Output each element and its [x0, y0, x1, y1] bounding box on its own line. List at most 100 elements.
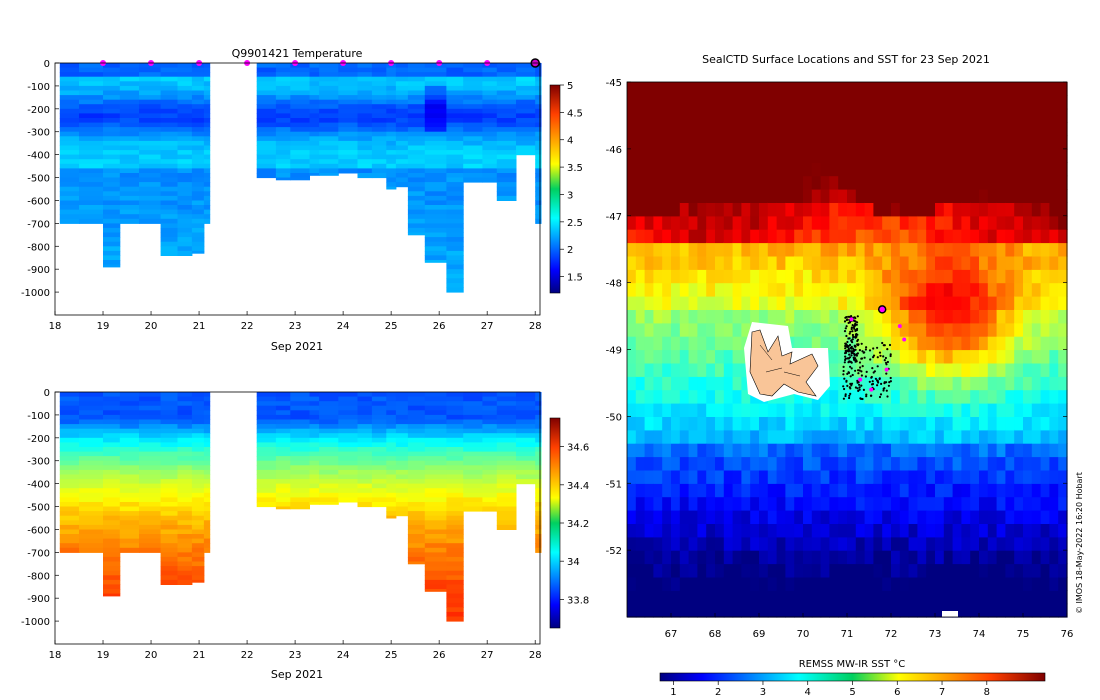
sst-cell [908, 242, 918, 257]
sst-cell [811, 336, 822, 351]
profile-cell [59, 67, 80, 73]
sst-cell [1040, 523, 1050, 538]
sst-cell [891, 376, 901, 391]
profile-cell [482, 145, 498, 151]
sst-cell [1005, 296, 1015, 310]
profile-cell [424, 173, 447, 179]
sst-cell [829, 443, 839, 458]
profile-cell [203, 424, 211, 430]
sst-cell [1058, 362, 1068, 377]
sst-cell [653, 403, 663, 417]
profile-cell [119, 173, 140, 179]
profile-cell [160, 232, 178, 238]
profile-cell [371, 474, 387, 480]
profile-cell [119, 488, 140, 494]
profile-cell [482, 460, 498, 466]
lon-tick-label: 71 [841, 629, 854, 640]
sst-cell [882, 536, 892, 551]
sst-cell [961, 242, 971, 257]
profile-cell [357, 108, 373, 114]
temperature-xlabel: Sep 2021 [271, 340, 323, 353]
profile-cell [177, 200, 193, 206]
sst-cell [935, 269, 945, 284]
sst-cell [785, 590, 795, 605]
track-point [848, 343, 852, 347]
profile-cell [371, 168, 387, 174]
sst-cell [820, 229, 830, 244]
sst-cell [627, 349, 637, 364]
sst-cell [1040, 82, 1050, 96]
profile-cell [275, 405, 291, 411]
profile-cell [59, 108, 80, 114]
sst-cell [864, 82, 874, 96]
profile-cell [160, 182, 178, 188]
sst-cell [908, 322, 918, 337]
sst-cell [1023, 336, 1033, 351]
sst-cell [943, 255, 954, 270]
sst-cell [776, 603, 786, 618]
sst-cell [970, 282, 980, 297]
profile-cell [407, 538, 426, 544]
sst-cell [1031, 282, 1042, 297]
profile-cell [496, 474, 517, 480]
profile-cell [160, 424, 178, 430]
sst-cell [811, 162, 822, 177]
profile-cell [309, 99, 320, 105]
sst-cell [996, 362, 1006, 377]
sst-cell [803, 296, 813, 310]
profile-cell [160, 154, 178, 160]
profile-cell [386, 182, 397, 188]
sst-cell [741, 510, 751, 524]
sst-cell [750, 403, 760, 417]
profile-cell [256, 173, 277, 179]
y-tick-label: -500 [27, 503, 50, 514]
profile-cell [139, 469, 162, 475]
sst-cell [697, 603, 707, 618]
profile-cell [103, 524, 121, 530]
profile-cell [338, 419, 358, 425]
profile-cell [160, 122, 178, 128]
profile-cell [463, 177, 483, 183]
sst-cell [723, 510, 734, 524]
sst-cell [706, 135, 716, 150]
sst-cell [697, 309, 707, 324]
sst-cell [635, 590, 646, 605]
profile-cell [290, 163, 310, 169]
sst-cell [776, 95, 786, 110]
sst-cell [961, 189, 971, 203]
sst-cell [811, 496, 822, 511]
sst-cell [776, 229, 786, 244]
sst-cell [715, 576, 725, 591]
profile-cell [338, 113, 358, 119]
profile-cell [407, 177, 426, 183]
profile-cell [482, 72, 498, 78]
sst-cell [794, 296, 804, 310]
sst-cell [1040, 550, 1050, 565]
sst-cell [926, 536, 936, 551]
profile-cell [482, 168, 498, 174]
profile-cell [407, 401, 426, 407]
x-tick-label: 28 [529, 650, 542, 661]
sst-cell [662, 242, 672, 257]
sst-cell [838, 189, 848, 203]
profile-cell [191, 214, 205, 220]
sst-cell [785, 108, 795, 123]
sst-cell [688, 309, 698, 324]
profile-cell [371, 154, 387, 160]
sst-cell [908, 189, 918, 203]
sst-cell [644, 603, 654, 618]
track-point [844, 327, 847, 330]
profile-cell [256, 76, 277, 82]
sst-cell [908, 202, 918, 217]
sst-cell [627, 603, 637, 618]
sst-cell [935, 362, 945, 377]
profile-cell [160, 465, 178, 471]
x-tick-label: 25 [385, 650, 398, 661]
profile-cell [203, 131, 211, 137]
sst-cell [732, 215, 742, 230]
profile-cell [309, 460, 320, 466]
profile-cell [424, 150, 447, 156]
profile-cell [463, 506, 483, 512]
sst-cell [706, 162, 716, 177]
y-tick-label: -300 [27, 457, 50, 468]
